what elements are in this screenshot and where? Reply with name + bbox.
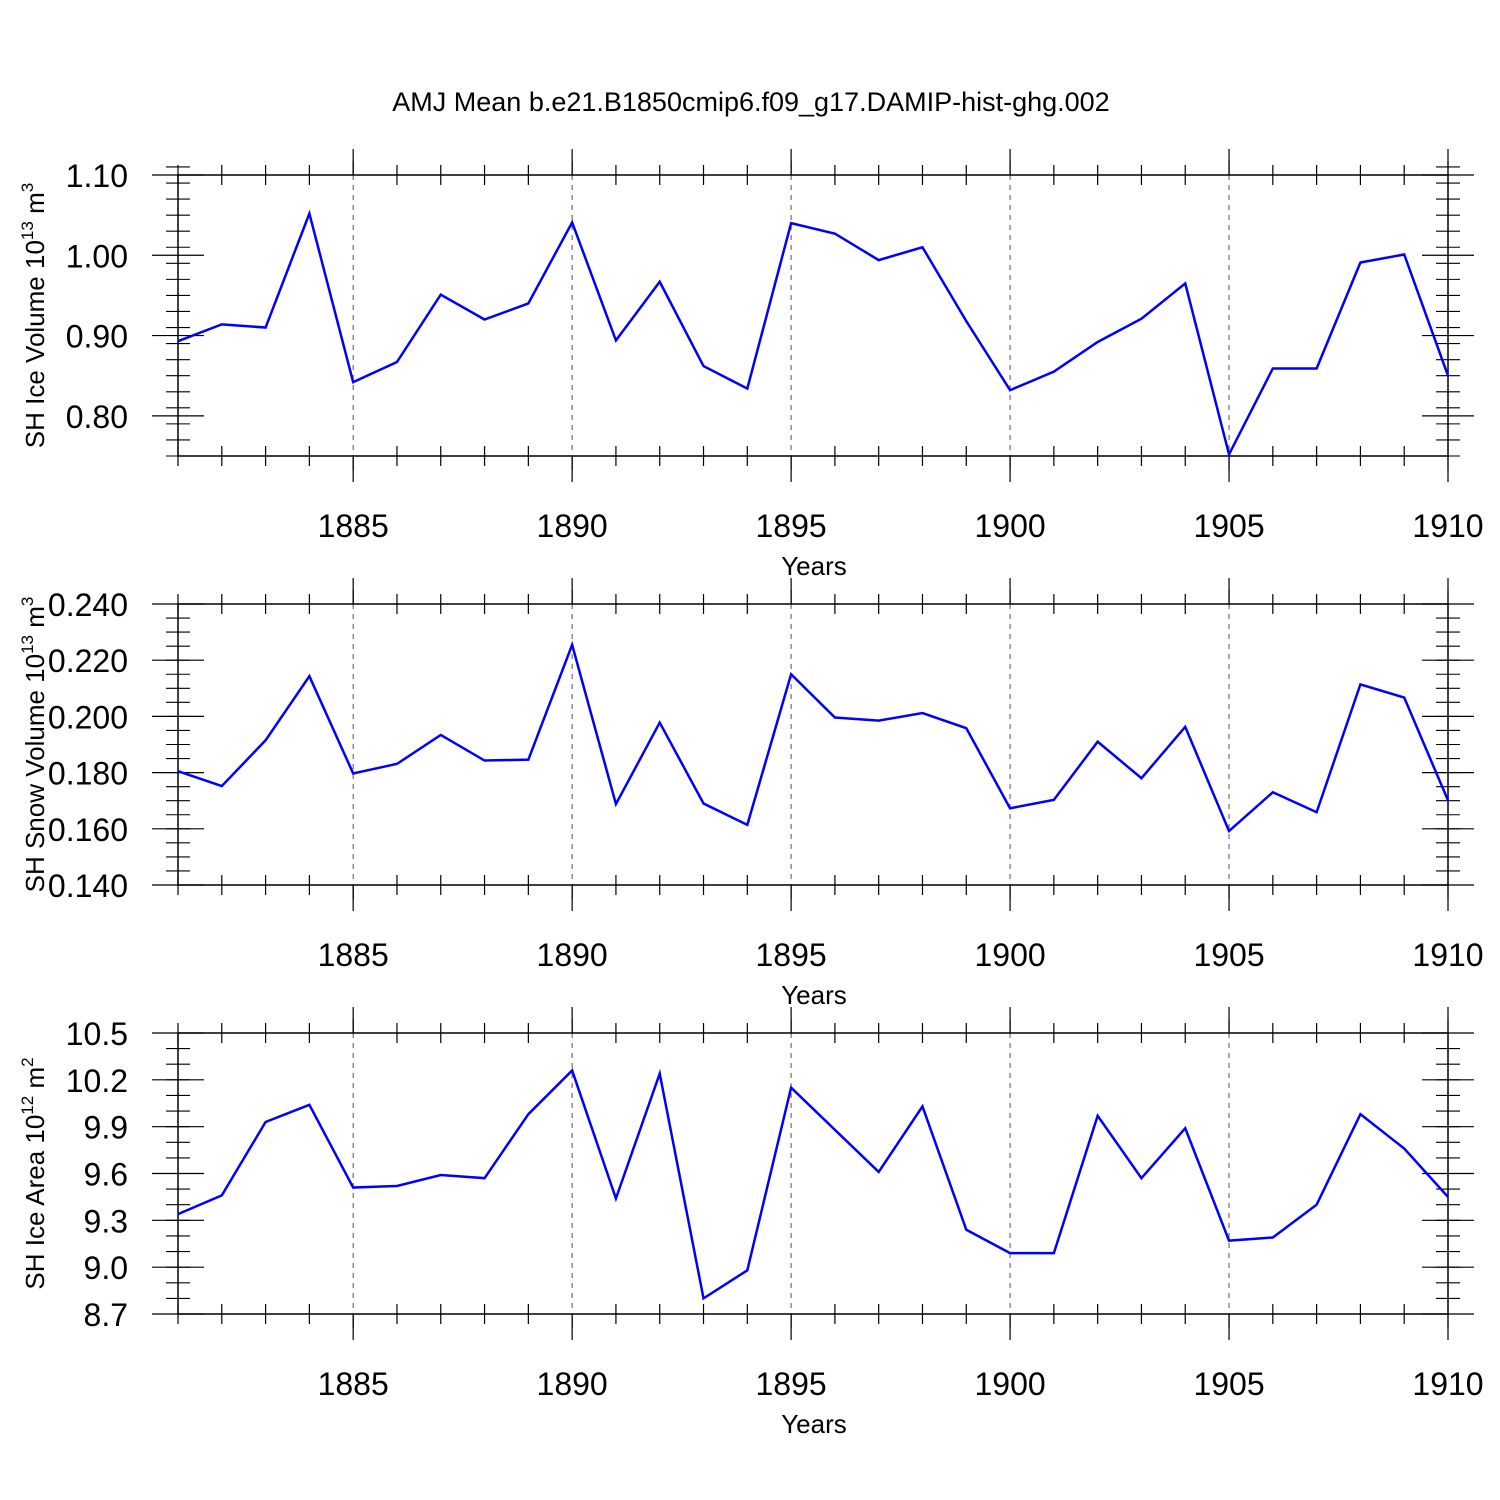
series-line <box>177 1068 1449 1301</box>
y-tick-label: 0.160 <box>48 812 128 848</box>
x-tick-label: 1890 <box>537 937 608 973</box>
y-axis-label: SH Ice Area 1012 m2 <box>18 1057 50 1289</box>
y-tick-label: 9.9 <box>84 1110 128 1146</box>
x-tick-label: 1910 <box>1412 937 1483 973</box>
x-tick-label: 1890 <box>537 1366 608 1402</box>
plot-frame <box>177 1032 1449 1315</box>
y-tick-label: 10.5 <box>66 1016 128 1052</box>
y-tick-label: 0.240 <box>48 587 128 623</box>
x-tick-label: 1900 <box>974 508 1045 544</box>
x-tick-label: 1895 <box>756 937 827 973</box>
x-tick-label: 1905 <box>1193 937 1264 973</box>
y-tick-label: 0.140 <box>48 868 128 904</box>
x-tick-label: 1895 <box>756 508 827 544</box>
y-axis-label: SH Snow Volume 1013 m3 <box>18 597 50 893</box>
x-tick-label: 1905 <box>1193 1366 1264 1402</box>
panel-snow-volume: 0.140 0.160 0.180 0.200 0.220 0.240 1885 1890 18… <box>18 578 1484 1010</box>
x-tick-label: 1895 <box>756 1366 827 1402</box>
series-line <box>177 640 1450 834</box>
y-tick-label: 9.6 <box>84 1157 128 1193</box>
x-axis-label: Years <box>781 980 847 1010</box>
x-axis-label: Years <box>781 1409 847 1439</box>
y-tick-label: 1.00 <box>66 238 128 274</box>
plot-frame <box>177 603 1449 886</box>
y-axis-label: SH Ice Volume 1013 m3 <box>18 183 50 448</box>
x-tick-label: 1905 <box>1193 508 1264 544</box>
y-tick-label: 1.10 <box>66 158 128 194</box>
y-tick-label: 9.0 <box>84 1250 128 1286</box>
y-tick-label: 0.90 <box>66 319 128 355</box>
y-tick-label: 0.220 <box>48 643 128 679</box>
x-tick-label: 1900 <box>974 1366 1045 1402</box>
panel-ice-volume: 0.80 0.90 1.00 1.10 1885 1890 1895 1900 1905 1910… <box>18 149 1484 581</box>
series-line <box>177 209 1450 458</box>
x-tick-label: 1885 <box>318 1366 389 1402</box>
x-tick-label: 1910 <box>1412 1366 1483 1402</box>
x-tick-label: 1900 <box>974 937 1045 973</box>
x-tick-label: 1890 <box>537 508 608 544</box>
chart-title: AMJ Mean b.e21.B1850cmip6.f09_g17.DAMIP-… <box>392 87 1109 117</box>
y-tick-label: 0.80 <box>66 399 128 435</box>
y-tick-label: 0.200 <box>48 699 128 735</box>
x-tick-label: 1885 <box>318 937 389 973</box>
y-tick-label: 10.2 <box>66 1063 128 1099</box>
x-tick-label: 1910 <box>1412 508 1483 544</box>
y-tick-label: 9.3 <box>84 1203 128 1239</box>
plot-frame <box>177 174 1449 457</box>
x-tick-label: 1885 <box>318 508 389 544</box>
y-tick-label: 0.180 <box>48 756 128 792</box>
panel-ice-area: 8.7 9.0 9.3 9.6 9.9 10.2 10.5 1885 1890 1895 1900 1… <box>18 1007 1484 1439</box>
y-tick-label: 8.7 <box>84 1297 128 1333</box>
x-axis-label: Years <box>781 551 847 581</box>
